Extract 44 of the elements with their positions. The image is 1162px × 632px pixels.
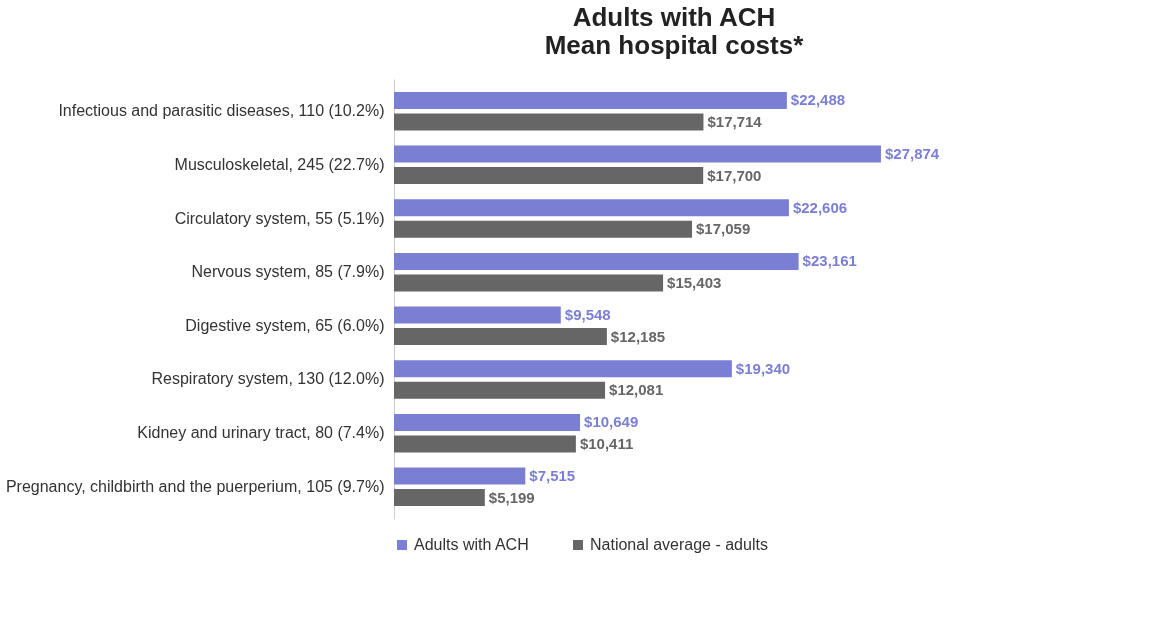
bar: [394, 199, 789, 217]
data-label: $17,059: [696, 220, 751, 238]
data-label: $22,488: [790, 91, 846, 109]
bar: [394, 306, 561, 324]
bar: [394, 328, 607, 346]
bar: [394, 467, 526, 485]
bar: [394, 381, 606, 399]
data-label: $9,548: [564, 306, 611, 324]
y-tick-label: Kidney and urinary tract, 80 (7.4%): [137, 424, 385, 442]
legend-label: Adults with ACH: [414, 536, 529, 553]
bar: [394, 413, 581, 431]
data-label: $15,403: [667, 273, 722, 291]
y-tick-label: Respiratory system, 130 (12.0%): [151, 370, 385, 388]
data-label: $7,515: [529, 467, 576, 485]
bar: [394, 489, 485, 507]
legend-label: National average - adults: [590, 536, 768, 553]
data-label: $23,161: [802, 252, 857, 270]
y-tick-label: Circulatory system, 55 (5.1%): [174, 209, 385, 227]
data-label: $5,199: [488, 488, 535, 506]
data-label: $10,649: [584, 413, 639, 431]
data-label: $12,185: [610, 327, 666, 345]
bar: [394, 145, 881, 163]
y-tick-label: Musculoskeletal, 245 (22.7%): [174, 155, 385, 173]
bar: [394, 360, 732, 378]
y-tick-label: Pregnancy, childbirth and the puerperium, 105 (9.7%): [5, 477, 385, 495]
y-tick-label: Digestive system, 65 (6.0%): [185, 316, 385, 334]
text: Mean hospital costs*: [544, 30, 804, 60]
data-label: $19,340: [735, 359, 791, 377]
bar: [394, 220, 693, 238]
data-label: $17,714: [707, 112, 763, 130]
data-label: $27,874: [884, 145, 940, 163]
bar: [394, 91, 787, 109]
data-label: $22,606: [792, 198, 848, 216]
bar: [394, 167, 704, 185]
data-label: $10,411: [579, 434, 634, 452]
bar: [394, 274, 664, 292]
bar: [394, 113, 704, 131]
data-label: $12,081: [609, 381, 664, 399]
bar: [394, 252, 799, 270]
y-tick-label: Nervous system, 85 (7.9%): [191, 263, 385, 281]
text: Adults with ACH: [572, 2, 776, 32]
bar: [394, 435, 576, 453]
data-label: $17,700: [707, 166, 762, 184]
y-tick-label: Infectious and parasitic diseases, 110 (10.2%): [58, 102, 385, 120]
